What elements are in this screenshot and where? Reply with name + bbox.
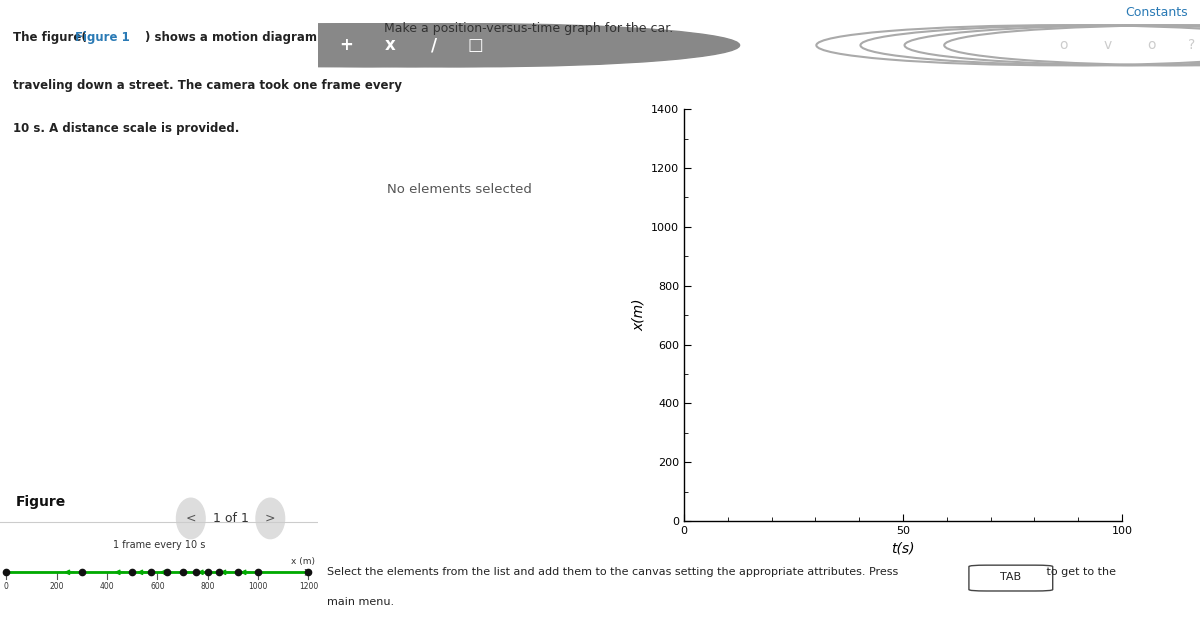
Text: v: v	[1103, 38, 1111, 52]
Text: Make a position-versus-time graph for the car.: Make a position-versus-time graph for th…	[384, 22, 673, 34]
Text: 1 of 1: 1 of 1	[212, 512, 248, 525]
Y-axis label: x(m): x(m)	[631, 299, 646, 331]
Circle shape	[210, 24, 739, 67]
Text: o: o	[1060, 38, 1068, 52]
Circle shape	[126, 24, 655, 67]
Text: ?: ?	[1188, 38, 1195, 52]
Text: Figure 1: Figure 1	[74, 31, 130, 44]
Text: 400: 400	[100, 582, 114, 591]
Text: Select the elements from the list and add them to the canvas setting the appropr: Select the elements from the list and ad…	[326, 567, 901, 577]
Text: 600: 600	[150, 582, 164, 591]
Circle shape	[256, 498, 284, 539]
Text: x (m): x (m)	[290, 557, 314, 566]
Text: main menu.: main menu.	[326, 597, 394, 607]
Text: 1200: 1200	[299, 582, 318, 591]
Text: x: x	[385, 36, 396, 54]
X-axis label: t(s): t(s)	[892, 542, 914, 555]
Text: Figure: Figure	[16, 495, 66, 509]
Text: Constants: Constants	[1126, 6, 1188, 19]
Text: 0: 0	[4, 582, 8, 591]
Text: 1 frame every 10 s: 1 frame every 10 s	[113, 540, 205, 550]
Text: /: /	[431, 36, 438, 54]
Circle shape	[170, 24, 700, 67]
Text: 1000: 1000	[248, 582, 268, 591]
Text: 200: 200	[49, 582, 64, 591]
Text: TAB: TAB	[1001, 572, 1021, 582]
Text: >: >	[265, 512, 276, 525]
Text: <: <	[186, 512, 196, 525]
FancyBboxPatch shape	[968, 565, 1052, 591]
Circle shape	[176, 498, 205, 539]
Text: o: o	[1147, 38, 1156, 52]
Text: □: □	[467, 36, 482, 54]
Text: +: +	[340, 36, 353, 54]
Text: 800: 800	[200, 582, 215, 591]
Text: traveling down a street. The camera took one frame every: traveling down a street. The camera took…	[13, 79, 402, 92]
Text: 10 s. A distance scale is provided.: 10 s. A distance scale is provided.	[13, 122, 239, 135]
Text: to get to the: to get to the	[1043, 567, 1116, 577]
Text: The figure(: The figure(	[13, 31, 86, 44]
Text: No elements selected: No elements selected	[386, 183, 532, 196]
Text: ) shows a motion diagram of a car: ) shows a motion diagram of a car	[145, 31, 371, 44]
Circle shape	[82, 24, 611, 67]
